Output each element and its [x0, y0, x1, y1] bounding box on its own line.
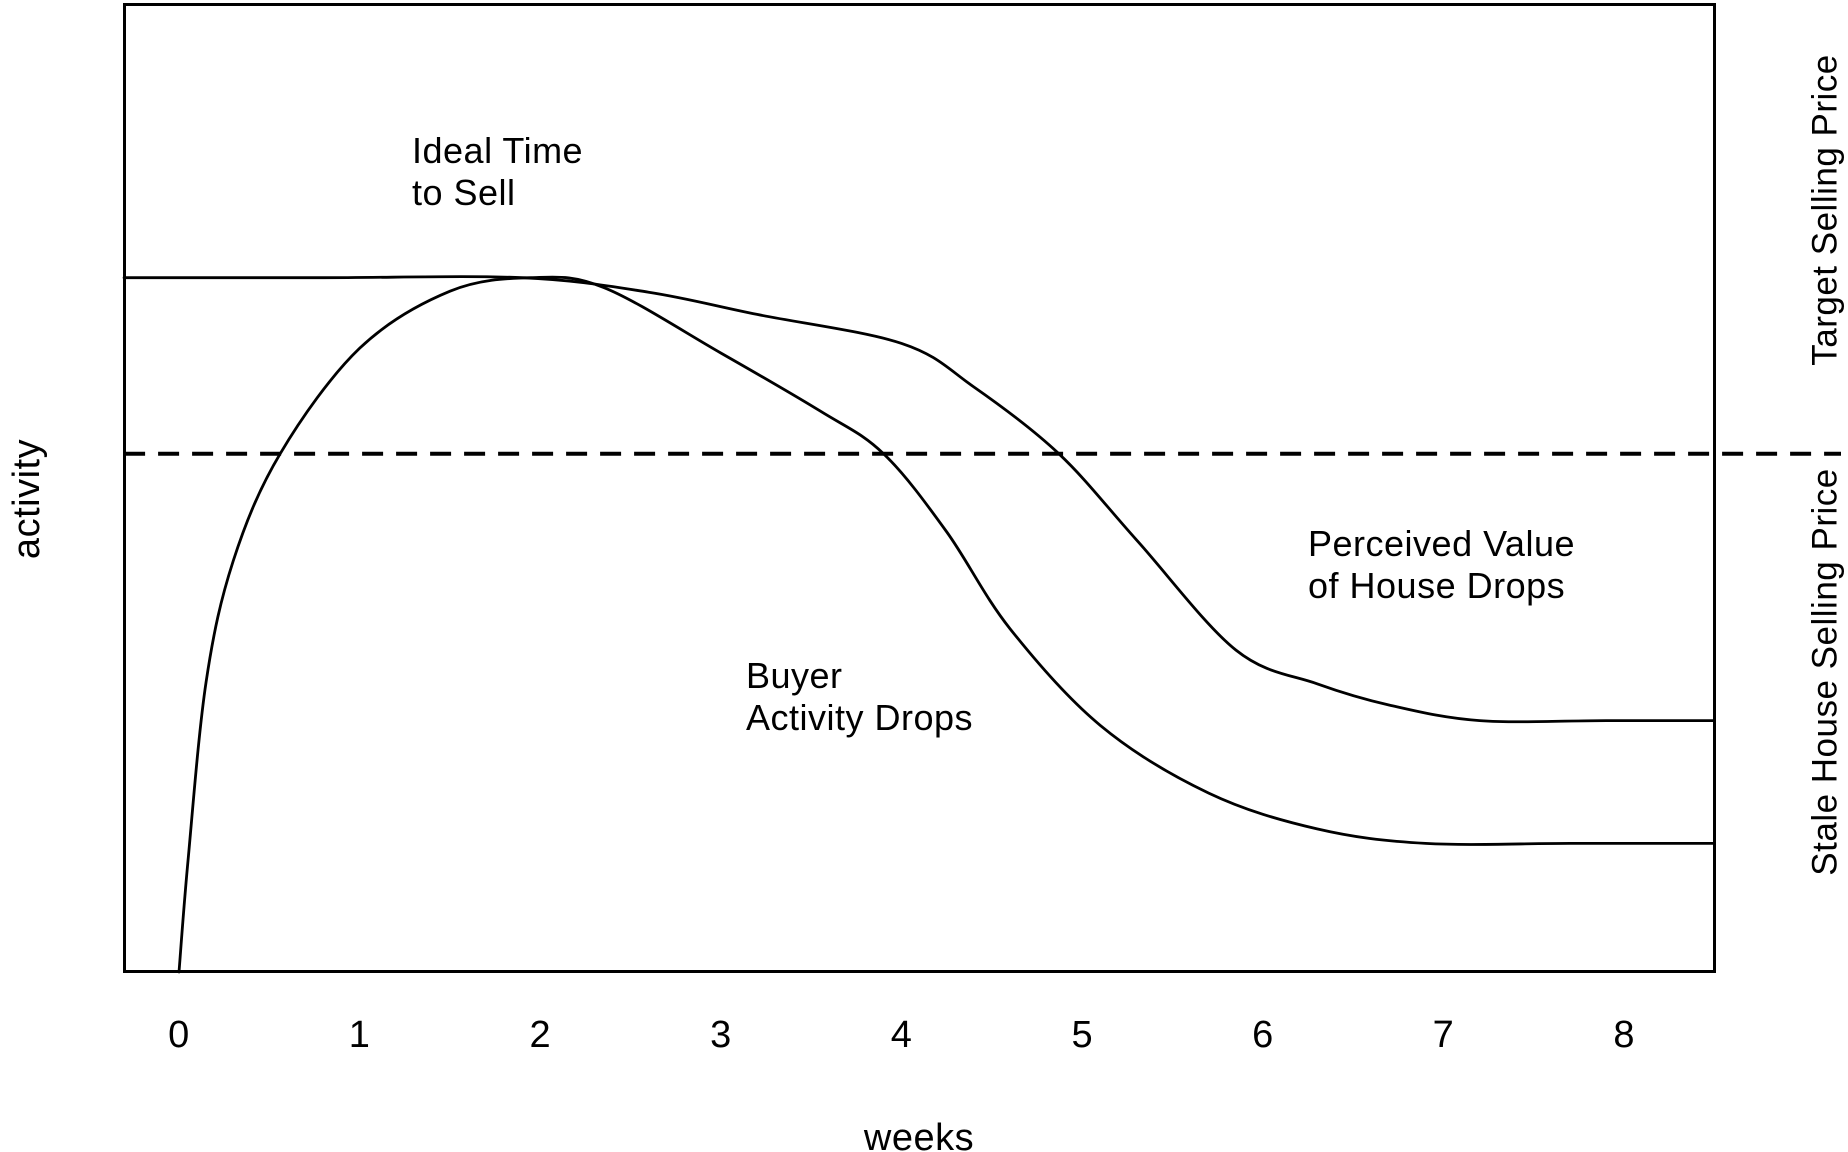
x-axis-label: weeks — [863, 1117, 974, 1152]
x-tick-label-8: 8 — [1613, 1014, 1635, 1056]
x-tick-label-7: 7 — [1433, 1014, 1455, 1056]
annotation-line: Activity Drops — [746, 697, 973, 738]
annotation-ideal-time-to-sell: Ideal Time to Sell — [412, 130, 594, 213]
annotation-line: Perceived Value — [1308, 523, 1575, 564]
right-label-stale-house-selling-price: Stale House Selling Price — [1806, 468, 1845, 875]
annotation-buyer-activity-drops: Buyer Activity Drops — [746, 655, 973, 738]
annotation-perceived-value-drops: Perceived Value of House Drops — [1308, 523, 1586, 606]
annotation-line: of House Drops — [1308, 565, 1565, 606]
x-tick-label-5: 5 — [1071, 1014, 1093, 1056]
annotation-line: Buyer — [746, 655, 843, 696]
buyer-activity-curve — [177, 275, 1716, 974]
x-tick-label-6: 6 — [1252, 1014, 1274, 1056]
annotation-line: Ideal Time — [412, 130, 583, 171]
x-tick-label-2: 2 — [529, 1014, 551, 1056]
x-tick-label-1: 1 — [349, 1014, 371, 1056]
perceived-value-curve — [122, 275, 1716, 724]
plot-border — [123, 3, 1716, 973]
annotation-line: to Sell — [412, 172, 516, 213]
y-axis-label: activity — [6, 439, 48, 559]
x-tick-label-3: 3 — [710, 1014, 732, 1056]
x-tick-label-4: 4 — [891, 1014, 913, 1056]
x-tick-label-0: 0 — [168, 1014, 190, 1056]
right-label-target-selling-price: Target Selling Price — [1806, 54, 1845, 366]
